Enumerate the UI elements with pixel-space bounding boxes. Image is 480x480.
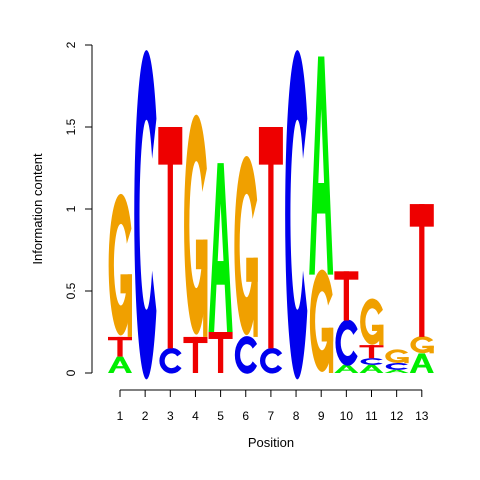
x-tick-label: 1 <box>117 409 124 423</box>
x-tick-label: 5 <box>217 409 224 423</box>
logo-letter-G <box>385 349 409 364</box>
logo-letter-C <box>159 347 182 374</box>
logo-letters <box>108 50 434 380</box>
logo-letter-C <box>285 50 308 380</box>
x-tick-label: 13 <box>415 409 429 423</box>
logo-letter-A <box>384 369 409 373</box>
logo-letter-G <box>234 156 258 337</box>
logo-letter-C <box>335 319 358 366</box>
y-tick-label: 2 <box>64 41 78 48</box>
logo-letter-C <box>134 50 157 380</box>
logo-letter-T <box>208 332 233 373</box>
logo-letter-T <box>183 336 208 374</box>
x-tick-label: 4 <box>192 409 199 423</box>
y-tick-label: 0.5 <box>64 282 78 299</box>
logo-letter-C <box>234 336 258 374</box>
x-tick-label: 12 <box>390 409 404 423</box>
logo-letter-A <box>309 56 334 275</box>
x-axis-label: Position <box>248 435 294 450</box>
y-tick-label: 1.5 <box>64 118 78 135</box>
logo-letter-G <box>360 298 384 346</box>
logo-letter-T <box>409 204 434 337</box>
x-tick-label: 10 <box>340 409 354 423</box>
logo-letter-C <box>260 347 283 374</box>
logo-letter-A <box>108 356 132 373</box>
logo-letter-T <box>334 271 359 321</box>
logo-letter-G <box>309 269 334 373</box>
y-axis-label: Information content <box>30 153 45 265</box>
logo-letter-T <box>359 345 384 359</box>
logo-letter-T <box>108 336 132 357</box>
logo-letter-T <box>258 127 283 349</box>
x-tick-label: 6 <box>242 409 249 423</box>
logo-letter-C <box>385 363 408 370</box>
logo-letter-G <box>410 336 434 354</box>
logo-letter-T <box>158 127 183 349</box>
y-tick-label: 0 <box>64 369 78 376</box>
logo-letter-G <box>184 114 208 337</box>
logo-letter-A <box>359 364 384 373</box>
logo-letter-A <box>334 364 359 373</box>
x-tick-label: 2 <box>142 409 149 423</box>
x-tick-label: 11 <box>365 409 378 423</box>
logo-letter-C <box>360 358 383 365</box>
x-tick-label: 9 <box>318 409 325 423</box>
logo-letter-A <box>208 163 233 332</box>
x-tick-label: 3 <box>167 409 174 423</box>
x-tick-label: 7 <box>268 409 275 423</box>
x-tick-label: 8 <box>293 409 300 423</box>
logo-letter-A <box>409 353 434 373</box>
x-axis-ticks: 1 2 3 4 5 6 7 8 9 10 11 12 13 <box>117 390 429 423</box>
y-axis-ticks: 0 0.5 1 1.5 2 <box>64 41 92 376</box>
y-tick-label: 1 <box>64 205 78 212</box>
logo-letter-G <box>108 193 132 337</box>
